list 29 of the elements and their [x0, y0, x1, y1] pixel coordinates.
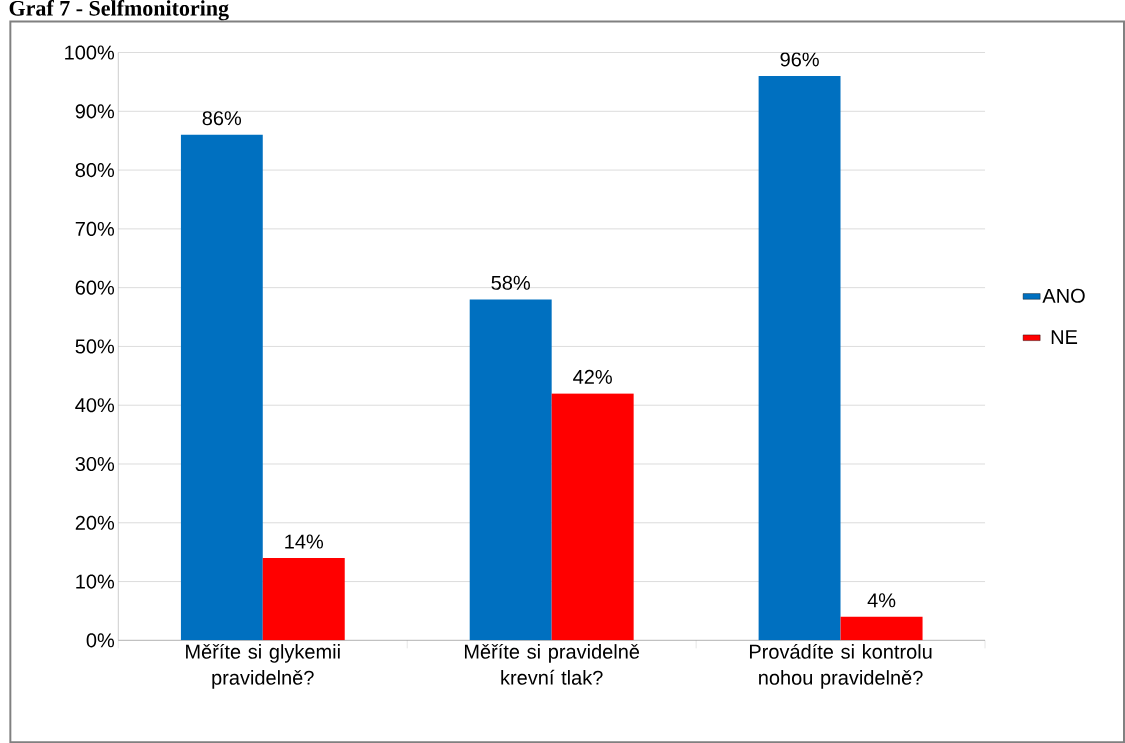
- data-label: 58%: [491, 275, 530, 290]
- y-tick-label: 70%: [75, 221, 115, 236]
- data-label: 96%: [780, 52, 819, 67]
- y-tick-label: 30%: [75, 456, 115, 471]
- x-tick-label: Měříte si glykemii pravidelně?: [186, 643, 340, 689]
- data-label: 4%: [867, 593, 896, 608]
- bar: [551, 393, 634, 641]
- x-tick-label: Provádíte si kontrolu nohou pravidelně?: [749, 643, 932, 689]
- y-tick-label: 100%: [65, 45, 115, 60]
- x-tick-label: Měříte si pravidelně krevní tlak?: [464, 643, 640, 685]
- y-tick-label: 0%: [86, 633, 115, 648]
- y-tick-label: 50%: [75, 339, 115, 354]
- data-label: 42%: [573, 369, 612, 384]
- legend-label: ANO: [1042, 288, 1085, 303]
- chart-title: Graf 7 - Selfmonitoring: [9, 0, 229, 21]
- bar: [469, 299, 552, 641]
- y-tick-label: 40%: [75, 397, 115, 413]
- y-tick-label: 60%: [75, 280, 115, 295]
- bar: [180, 134, 263, 641]
- data-label: 86%: [202, 110, 242, 126]
- y-tick-label: 20%: [75, 515, 115, 530]
- data-label: 14%: [285, 534, 324, 549]
- bar: [262, 557, 345, 641]
- legend-label: NE: [1051, 329, 1078, 344]
- y-tick-label: 10%: [76, 574, 115, 589]
- bar: [840, 616, 923, 641]
- y-tick-label: 80%: [75, 162, 115, 177]
- bar: [758, 75, 841, 641]
- y-tick-label: 90%: [75, 104, 115, 119]
